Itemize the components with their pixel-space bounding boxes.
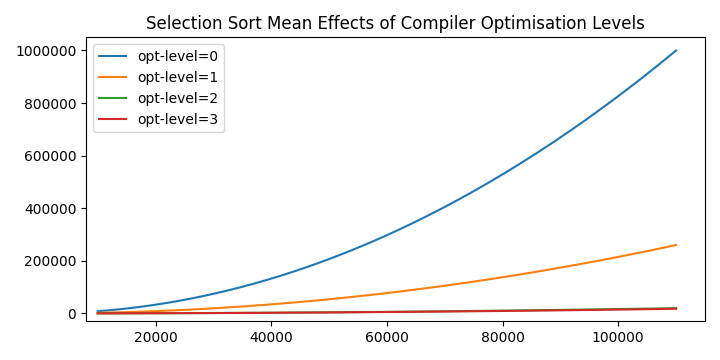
opt-level=3 [672, 307, 680, 311]
opt-level=3 [498, 309, 507, 313]
Line: opt-level=2: opt-level=2 [98, 308, 676, 313]
opt-level=3 [527, 309, 536, 313]
opt-level=1 [134, 310, 143, 314]
opt-level=2 [527, 308, 536, 312]
Line: opt-level=1: opt-level=1 [98, 245, 676, 313]
opt-level=3 [238, 311, 246, 315]
opt-level=2 [672, 306, 680, 310]
opt-level=2 [359, 310, 368, 314]
opt-level=0 [527, 154, 536, 158]
opt-level=1 [441, 284, 449, 288]
Line: opt-level=3: opt-level=3 [98, 309, 676, 313]
opt-level=0 [238, 285, 246, 289]
opt-level=2 [441, 309, 449, 314]
opt-level=0 [134, 305, 143, 309]
opt-level=1 [94, 311, 102, 315]
opt-level=3 [359, 310, 368, 314]
opt-level=3 [134, 311, 143, 315]
Line: opt-level=0: opt-level=0 [98, 50, 676, 311]
opt-level=2 [238, 311, 246, 315]
opt-level=2 [94, 311, 102, 315]
opt-level=1 [527, 270, 536, 275]
opt-level=0 [94, 309, 102, 313]
Title: Selection Sort Mean Effects of Compiler Optimisation Levels: Selection Sort Mean Effects of Compiler … [146, 15, 645, 33]
opt-level=2 [134, 311, 143, 315]
opt-level=3 [441, 309, 449, 314]
opt-level=1 [672, 243, 680, 247]
opt-level=0 [441, 205, 449, 209]
Legend: opt-level=0, opt-level=1, opt-level=2, opt-level=3: opt-level=0, opt-level=1, opt-level=2, o… [93, 44, 225, 132]
opt-level=3 [94, 311, 102, 315]
opt-level=1 [498, 275, 507, 279]
opt-level=0 [359, 243, 368, 247]
opt-level=0 [672, 48, 680, 53]
opt-level=1 [359, 293, 368, 298]
opt-level=0 [498, 172, 507, 176]
opt-level=1 [238, 304, 246, 309]
opt-level=2 [498, 309, 507, 313]
